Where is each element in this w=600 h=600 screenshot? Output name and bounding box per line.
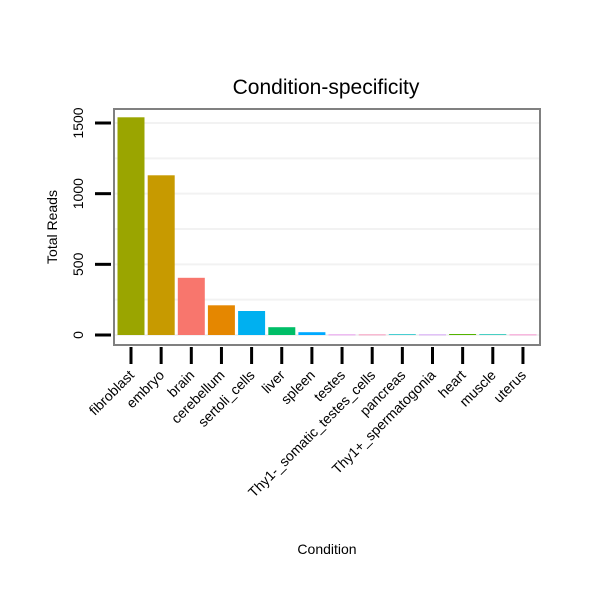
bar-embryo <box>147 175 175 335</box>
bar-brain <box>177 277 205 335</box>
bar-cerebellum <box>207 305 235 335</box>
bar-uterus <box>509 334 537 336</box>
chart-title: Condition-specificity <box>233 76 420 99</box>
x-axis-label: Condition <box>297 541 356 557</box>
y-tick-label: 0 <box>70 331 86 339</box>
bars <box>117 117 537 336</box>
bar-liver <box>268 327 296 335</box>
y-tick-label: 500 <box>70 252 86 276</box>
plot-panel-border <box>113 108 541 346</box>
bar-fibroblast <box>117 117 145 335</box>
y-axis: 0 500 1000 1500 <box>70 107 111 339</box>
bar-pancreas <box>388 334 416 335</box>
bar-testes <box>328 334 356 336</box>
bar-spleen <box>298 332 326 335</box>
bar-heart <box>449 334 477 335</box>
bar-Thy1+_spermatogonia <box>419 334 446 336</box>
bar-muscle <box>479 334 507 335</box>
y-tick-label: 1000 <box>70 178 86 209</box>
y-axis-label: Total Reads <box>44 190 60 264</box>
x-tick-label: uterus <box>490 367 529 406</box>
y-tick-label: 1500 <box>70 107 86 138</box>
x-axis: fibroblastembryobraincerebellumsertoli_c… <box>86 347 529 500</box>
bar-Thy1-_somatic_testes_cells <box>358 334 386 336</box>
bar-sertoli_cells <box>238 311 266 335</box>
x-tick-label: spleen <box>278 367 318 407</box>
